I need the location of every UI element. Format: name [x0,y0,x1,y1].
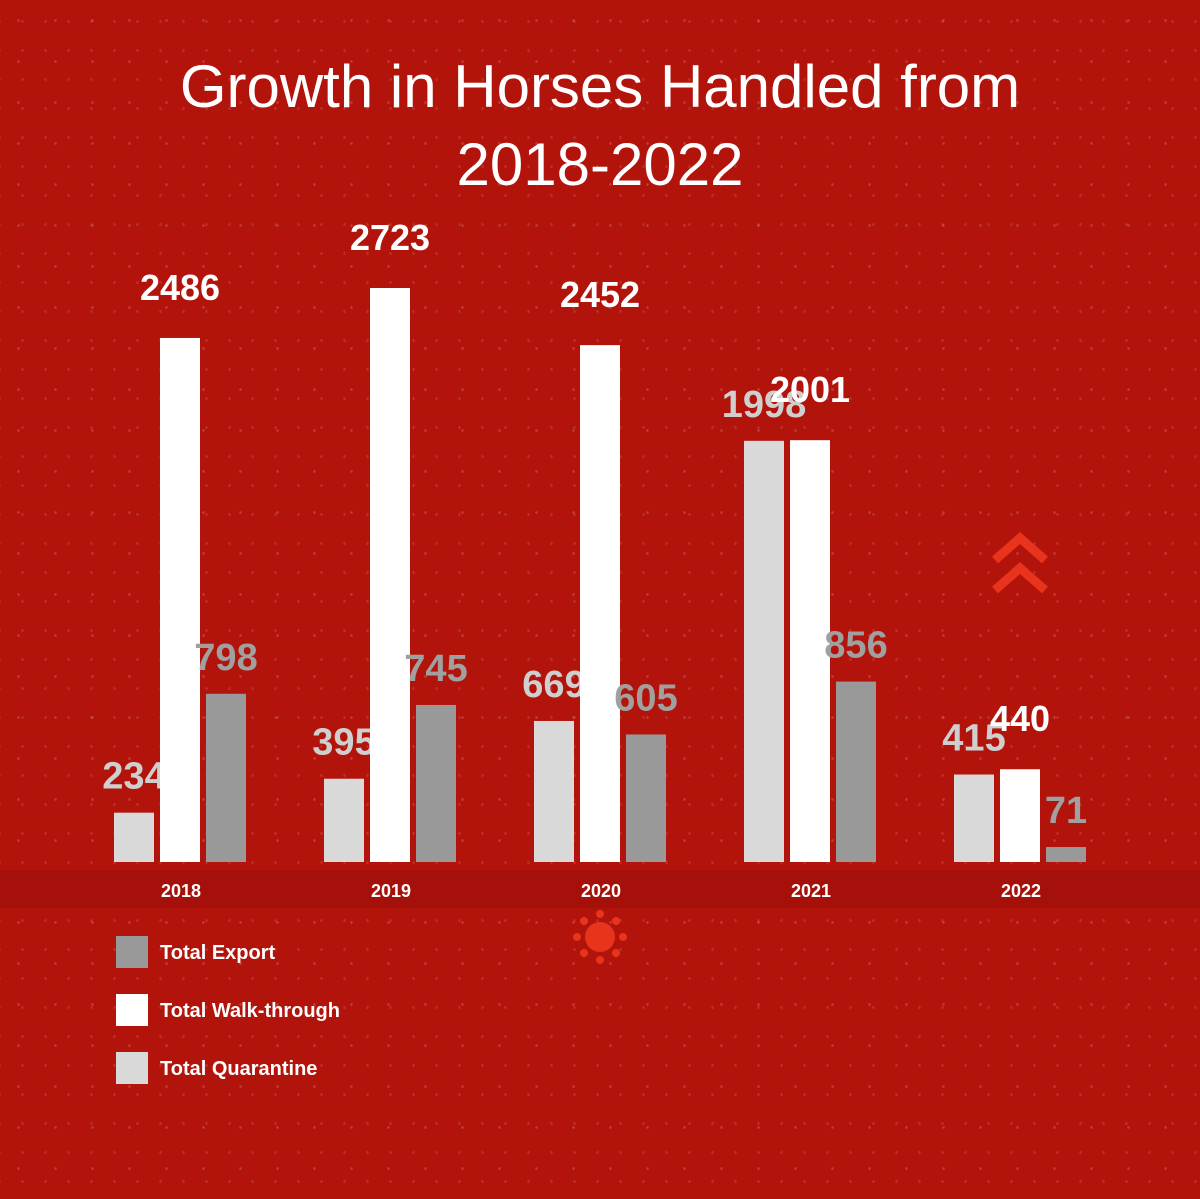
value-label: 2486 [140,267,220,308]
bar [416,704,456,862]
value-label: 415 [942,718,1005,760]
value-label: 669 [522,664,585,706]
bar [206,693,246,862]
value-label: 798 [194,637,257,679]
bar [324,778,364,862]
value-label: 2001 [770,369,850,410]
chevrons [992,532,1048,594]
bar [790,440,830,862]
x-tick-label: 2019 [371,881,411,901]
value-label: 395 [312,722,375,764]
axis-band [0,870,1200,908]
bar [534,720,574,862]
legend-label: Total Export [160,942,276,964]
bar [370,288,410,862]
value-label: 440 [990,698,1050,739]
value-label: 856 [824,625,887,667]
bar [114,812,154,862]
value-label: 2723 [350,217,430,258]
bar [836,681,876,862]
chart-title: Growth in Horses Handled from 2018-2022 [179,53,1021,198]
bar [744,440,784,862]
virus-icon [573,910,627,964]
x-tick-label: 2021 [791,881,831,901]
bar [626,734,666,862]
legend-label: Total Walk-through [160,1000,340,1022]
x-tick-label: 2018 [161,881,201,901]
bar [954,774,994,862]
bar [160,337,200,862]
value-label: 745 [404,648,467,690]
legend-swatch [116,1052,148,1084]
value-label: 234 [102,756,165,798]
legend-swatch [116,994,148,1026]
legend-label: Total Quarantine [160,1058,317,1080]
value-label: 1998 [722,384,807,426]
legend-swatch [116,936,148,968]
bar [1046,847,1086,862]
value-label: 605 [614,677,677,719]
bar [1000,769,1040,862]
value-label: 2452 [560,274,640,315]
value-label: 71 [1045,790,1087,832]
bar [580,345,620,862]
x-tick-label: 2020 [581,881,621,901]
x-tick-label: 2022 [1001,881,1041,901]
